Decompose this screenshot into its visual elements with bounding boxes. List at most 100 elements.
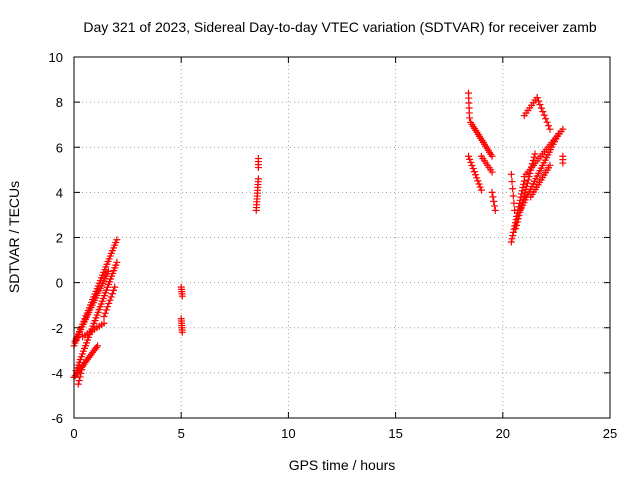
x-tick-label: 10 <box>281 426 295 441</box>
data-point <box>101 309 109 317</box>
data-point <box>490 197 498 205</box>
data-point <box>491 206 499 214</box>
data-point <box>464 152 472 160</box>
data-point <box>545 122 553 130</box>
data-point <box>78 366 86 374</box>
x-tick-label: 15 <box>388 426 402 441</box>
data-point <box>536 101 544 109</box>
data-point <box>533 94 541 102</box>
data-point <box>507 170 515 178</box>
y-tick-label: 10 <box>49 50 63 65</box>
y-tick-label: -4 <box>51 366 63 381</box>
y-tick-label: 6 <box>56 140 63 155</box>
data-point <box>523 179 531 187</box>
data-point <box>521 189 529 197</box>
data-point <box>508 178 516 186</box>
data-point <box>102 306 110 314</box>
data-point <box>254 175 262 183</box>
data-point <box>546 125 554 133</box>
data-point <box>559 125 567 133</box>
data-point <box>509 232 517 240</box>
data-point <box>508 235 516 243</box>
data-point <box>515 212 523 220</box>
y-tick-label: 4 <box>56 185 63 200</box>
data-point <box>104 267 112 275</box>
data-point <box>468 162 476 170</box>
data-point <box>110 286 118 294</box>
data-point <box>79 362 87 370</box>
data-point <box>100 312 108 320</box>
plot-frame <box>73 56 611 419</box>
data-point <box>467 158 475 166</box>
data-point <box>490 202 498 210</box>
data-point <box>512 224 520 232</box>
data-point <box>178 292 186 300</box>
data-point <box>107 293 115 301</box>
data-point <box>476 183 484 191</box>
y-tick-label: -6 <box>51 411 63 426</box>
data-point <box>543 118 551 126</box>
y-tick-label: 2 <box>56 231 63 246</box>
data-point <box>537 104 545 112</box>
y-tick-label: 8 <box>56 95 63 110</box>
data-point <box>178 328 186 336</box>
data-point <box>466 155 474 163</box>
data-point <box>473 174 481 182</box>
data-point <box>76 373 84 381</box>
data-point <box>539 108 547 116</box>
x-tick-label: 5 <box>178 426 185 441</box>
data-point <box>469 165 477 173</box>
y-tick-label: 0 <box>56 276 63 291</box>
data-point <box>530 153 538 161</box>
data-point <box>105 299 113 307</box>
data-point <box>509 192 517 200</box>
data-point <box>475 180 483 188</box>
data-point <box>100 319 108 327</box>
data-point <box>472 171 480 179</box>
data-point <box>509 228 517 236</box>
data-point <box>104 303 112 311</box>
data-point <box>513 218 521 226</box>
data-point <box>524 176 532 184</box>
data-point <box>470 168 478 176</box>
data-point <box>77 369 85 377</box>
data-point <box>535 97 543 105</box>
data-point <box>531 150 539 158</box>
data-point <box>509 185 517 193</box>
chart-title: Day 321 of 2023, Sidereal Day-to-day VTE… <box>83 19 596 35</box>
x-tick-label: 0 <box>70 426 77 441</box>
data-point <box>466 114 474 122</box>
data-point <box>477 186 485 194</box>
data-point <box>489 193 497 201</box>
data-point <box>106 296 114 304</box>
data-point <box>113 258 121 266</box>
data-point <box>546 161 554 169</box>
data-point <box>513 221 521 229</box>
data-point <box>254 155 262 163</box>
y-axis-label: SDTVAR / TECUs <box>6 181 22 293</box>
data-point <box>510 225 518 233</box>
data-point <box>92 343 100 351</box>
data-point <box>488 152 496 160</box>
x-tick-label: 20 <box>496 426 510 441</box>
data-point <box>111 283 119 291</box>
x-tick-label: 25 <box>603 426 617 441</box>
grid <box>74 57 610 418</box>
x-axis-label: GPS time / hours <box>289 457 396 473</box>
data-point <box>488 168 496 176</box>
data-point <box>113 236 121 244</box>
data-point <box>474 177 482 185</box>
data-point <box>542 115 550 123</box>
data-point <box>74 380 82 388</box>
data-point <box>108 290 116 298</box>
data-point <box>94 342 102 350</box>
data-point <box>514 215 522 223</box>
data-point <box>75 377 83 385</box>
data-point <box>488 188 496 196</box>
data-point <box>559 159 567 167</box>
data-point <box>540 111 548 119</box>
data-point <box>507 238 515 246</box>
data-points <box>70 89 567 388</box>
y-tick-label: -2 <box>51 321 63 336</box>
